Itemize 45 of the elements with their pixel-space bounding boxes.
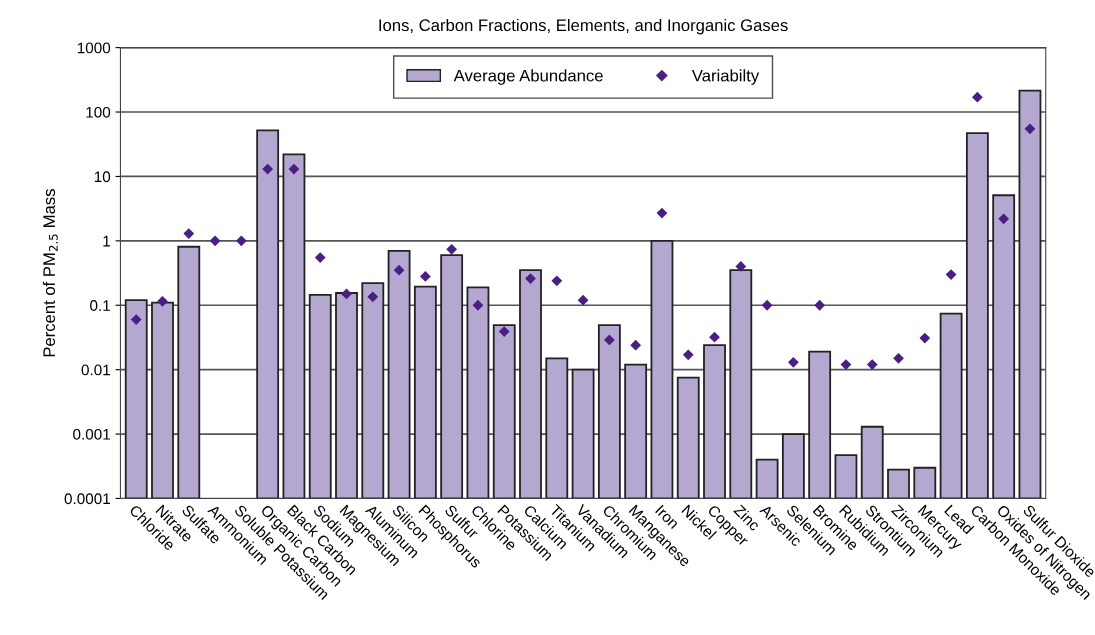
y-tick-label: 0.1 [90,300,110,311]
point [367,291,379,303]
point [446,243,458,255]
y-tick-label: 0.0001 [64,493,110,505]
point [814,299,826,311]
point [577,294,589,306]
point [235,235,247,247]
point [183,228,195,239]
point [209,235,221,247]
legend-label: Variabilty [691,69,760,85]
point [788,356,799,368]
point [735,261,747,272]
y-tick-label: 0.01 [81,364,110,376]
point [998,213,1010,225]
y-tick-label: 100 [86,106,111,118]
point [656,207,668,219]
point [314,252,326,263]
point [393,264,405,276]
point [262,163,274,175]
point [419,271,431,282]
point [130,314,142,325]
point [840,359,852,370]
point [472,299,484,311]
point [893,352,904,364]
point [288,163,300,175]
legend-label: Average Abundance [453,69,603,85]
point [761,299,773,311]
y-tick-label: 0.001 [73,428,110,440]
point [919,332,931,344]
point [603,334,615,346]
point [972,91,983,103]
point [1024,123,1036,135]
chart-title: Ions, Carbon Fractions, Elements, and Inorganic Gases [379,18,788,35]
y-tick-label: 1000 [77,42,111,54]
point [525,273,536,284]
point [866,359,878,370]
y-axis-title: Percent of PM$_{2.5}$ Mass [42,189,58,357]
point [682,349,694,361]
y-tick-label: 1 [103,235,110,247]
point [630,339,642,351]
point [498,326,510,337]
point [709,331,720,343]
point [157,295,168,307]
y-tick-label: 10 [94,171,111,183]
point [551,275,563,287]
